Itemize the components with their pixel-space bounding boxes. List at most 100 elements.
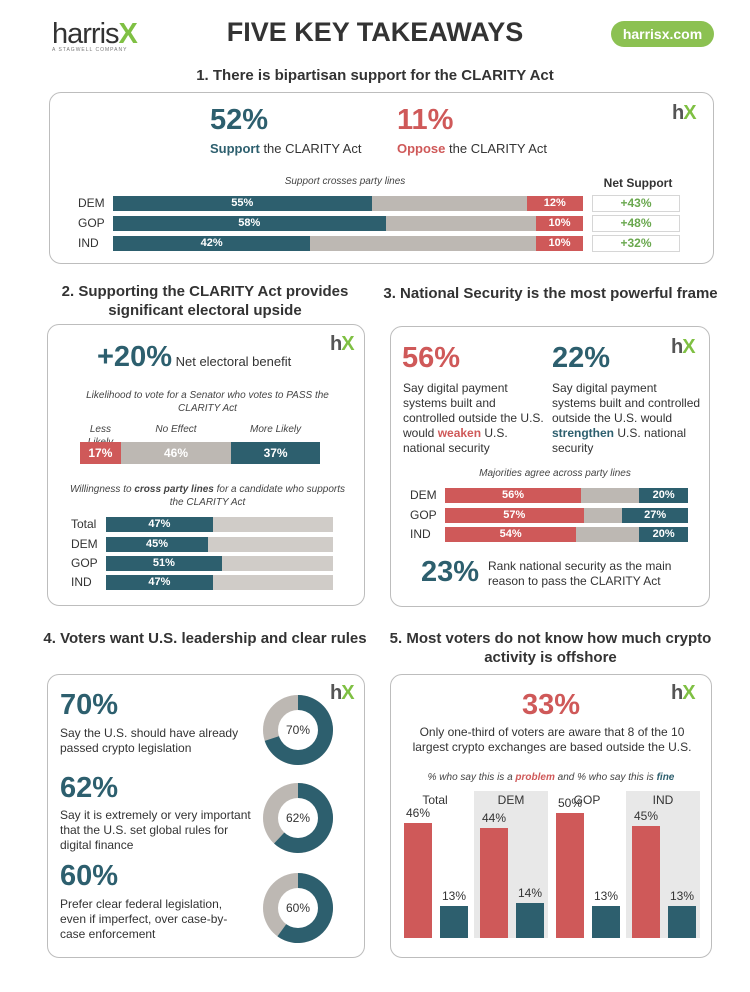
national-security-pct: 23% (421, 556, 480, 588)
s2-value-bar: 51% (106, 556, 222, 571)
s3-row-label: GOP (410, 508, 437, 522)
s5-fine-bar (440, 905, 468, 938)
s3-neutral-bar (576, 527, 640, 542)
s2-q2: Willingness to cross party lines for a c… (69, 484, 346, 508)
s5-column-header: IND (652, 793, 674, 807)
s1-row-label: DEM (78, 196, 105, 210)
s4-donut: 60% (263, 873, 333, 943)
hx-mark-icon: hX (671, 682, 696, 704)
s4-donut-hole (278, 798, 318, 838)
offshore-pct: 33% (521, 689, 581, 721)
s2-likelihood-bar: 37% (231, 442, 320, 464)
s3-strengthen-bar: 27% (622, 508, 688, 523)
hx-mark-icon: hX (671, 336, 696, 358)
s5-problem-label: 45% (633, 808, 659, 823)
s4-item-2-pct: 62% (60, 772, 119, 804)
s1-net-support: +43% (592, 195, 680, 212)
s1-neutral-bar (371, 196, 527, 211)
s2-value-bar: 45% (106, 537, 209, 552)
s4-item-3-text: Prefer clear federal legislation, even i… (60, 897, 228, 941)
s3-chart-subtitle: Majorities agree across party lines (479, 468, 631, 479)
offshore-text: Only one-third of voters are aware that … (412, 725, 692, 754)
s3-neutral-bar (583, 508, 623, 523)
s4-item-2-text: Say it is extremely or very important th… (60, 808, 251, 852)
electoral-benefit: +20% Net electoral benefit (97, 341, 292, 373)
s1-neutral-bar (385, 216, 536, 231)
s1-row-label: IND (78, 236, 99, 250)
hx-mark-icon: hX (672, 102, 697, 124)
s5-column-header: Total (422, 793, 448, 807)
s5-fine-label: 13% (593, 888, 619, 903)
s2-row-label: GOP (71, 556, 98, 570)
s1-row-label: GOP (78, 216, 105, 230)
s3-row-label: IND (410, 527, 431, 541)
support-pct: 52% (210, 104, 269, 136)
national-security-text: Rank national security as the main reaso… (488, 559, 672, 588)
s3-neutral-bar (581, 488, 640, 503)
s3-weaken-bar: 54% (445, 527, 577, 542)
harrisx-logo: harrisX A STAGWELL COMPANY (52, 18, 138, 53)
site-badge[interactable]: harrisx.com (611, 21, 714, 47)
weaken-pct: 56% (402, 342, 461, 374)
s5-problem-label: 46% (405, 806, 431, 820)
hx-mark-icon: hX (330, 333, 355, 355)
s1-bar-row: 55% 12% (113, 196, 583, 211)
s1-net-support: +32% (592, 235, 680, 252)
s4-item-3-pct: 60% (60, 860, 119, 892)
s4-donut-hole (278, 710, 318, 750)
s2-row-label: DEM (71, 537, 98, 551)
s2-likelihood-category: More Likely (250, 424, 302, 435)
hx-mark-icon: hX (330, 682, 355, 704)
s2-row-label: Total (71, 517, 97, 531)
section-2-heading: 2. Supporting the CLARITY Act provides s… (61, 283, 349, 319)
s2-likelihood-category: No Effect (155, 424, 197, 435)
s1-oppose-bar: 10% (536, 236, 583, 251)
s1-bar-row: 58% 10% (113, 216, 583, 231)
s2-value-bar: 47% (106, 575, 213, 590)
s3-strengthen-bar: 20% (639, 488, 688, 503)
s5-fine-label: 13% (441, 888, 467, 903)
oppose-label: Oppose the CLARITY Act (397, 141, 548, 156)
s4-donut-hole (278, 888, 318, 928)
s2-row-label: IND (71, 575, 92, 589)
s5-legend: % who say this is a problem and % who sa… (427, 772, 675, 783)
logo-x: X (118, 18, 138, 50)
s5-problem-bar (480, 828, 508, 938)
s2-value-bar: 47% (106, 517, 213, 532)
s5-problem-label: 44% (481, 811, 507, 825)
s5-fine-bar (668, 905, 696, 938)
s5-column-header: GOP (573, 793, 601, 807)
s2-likelihood-bar: 46% (120, 442, 232, 464)
s5-fine-label: 14% (517, 886, 543, 900)
s4-donut-label: 62% (286, 811, 310, 825)
s1-support-bar: 58% (113, 216, 386, 231)
s1-oppose-bar: 10% (536, 216, 583, 231)
s1-chart-subtitle: Support crosses party lines (284, 176, 406, 187)
logo-text: harris (52, 18, 120, 50)
strengthen-text: Say digital payment systems built and co… (552, 381, 701, 455)
s5-problem-bar (556, 813, 584, 938)
page-title: FIVE KEY TAKEAWAYS (226, 17, 524, 47)
logo-subtitle: A STAGWELL COMPANY (52, 47, 128, 53)
strengthen-pct: 22% (552, 342, 611, 374)
s3-strengthen-bar: 20% (639, 527, 688, 542)
s2-likelihood-bar: 17% (80, 442, 121, 464)
s3-weaken-bar: 56% (445, 488, 582, 503)
section-4-heading: 4. Voters want U.S. leadership and clear… (43, 630, 367, 647)
oppose-pct: 11% (397, 104, 454, 136)
net-support-header: Net Support (603, 176, 673, 190)
s5-problem-label: 50% (557, 796, 583, 810)
section-1-heading: 1. There is bipartisan support for the C… (196, 67, 554, 84)
section-3-card: hX (390, 326, 710, 607)
s1-neutral-bar (310, 236, 536, 251)
s1-net-support: +48% (592, 215, 680, 232)
s5-fine-bar (592, 905, 620, 938)
s5-problem-bar (404, 823, 432, 938)
s1-oppose-bar: 12% (526, 196, 583, 211)
s4-item-1-pct: 70% (60, 689, 119, 721)
s5-fine-bar (516, 903, 544, 938)
s4-donut: 62% (263, 783, 333, 853)
s5-problem-bar (632, 825, 660, 938)
s2-q1: Likelihood to vote for a Senator who vot… (86, 390, 329, 414)
s1-bar-row: 42% 10% (113, 236, 583, 251)
